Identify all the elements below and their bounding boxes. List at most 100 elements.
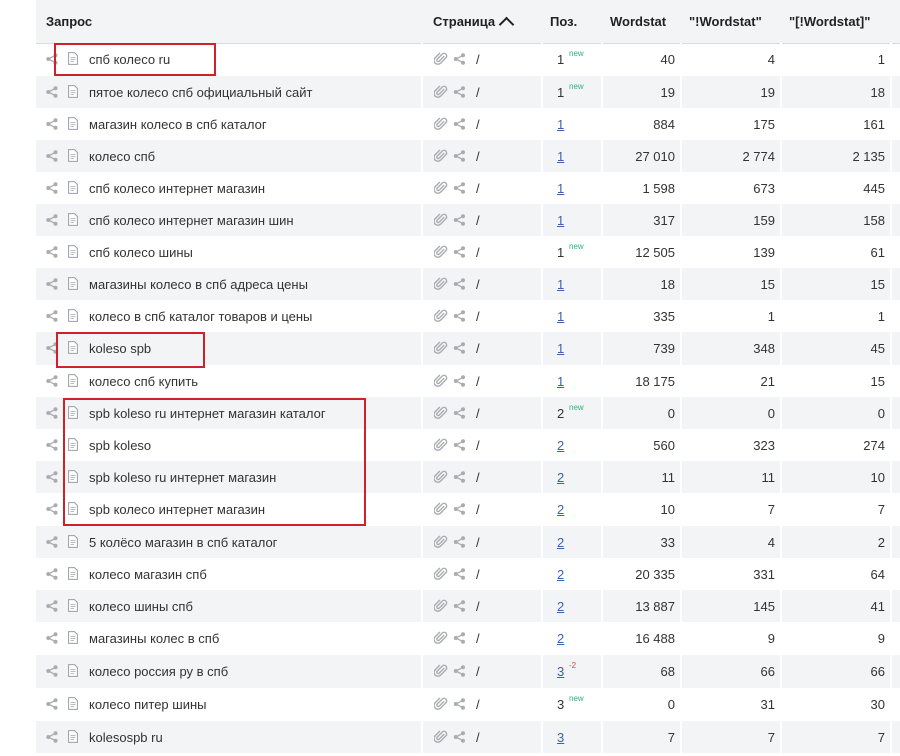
table-row[interactable]: спб колесо ru / 1 new 40 4 1 (36, 43, 900, 76)
table-row[interactable]: спб колесо шины / 1 new 12 505 139 61 (36, 236, 900, 268)
share-icon[interactable] (46, 278, 58, 290)
page-url[interactable]: / (476, 631, 480, 646)
page-url[interactable]: / (476, 566, 480, 582)
position-number[interactable]: 1 (557, 276, 565, 292)
share-icon[interactable] (46, 632, 58, 644)
share-icon[interactable] (453, 439, 466, 451)
share-icon[interactable] (46, 536, 58, 548)
position-number[interactable]: 2 (557, 469, 565, 485)
paperclip-icon[interactable] (433, 181, 448, 195)
share-icon[interactable] (453, 632, 466, 644)
position-value[interactable]: 2 (557, 461, 564, 493)
share-icon[interactable] (453, 86, 466, 98)
table-row[interactable]: магазины колес в спб / 2 16 488 9 9 (36, 622, 900, 655)
position-number[interactable]: 1 (557, 116, 565, 132)
paperclip-icon[interactable] (433, 406, 448, 420)
share-icon[interactable] (453, 375, 466, 387)
paperclip-icon[interactable] (433, 631, 448, 645)
table-row[interactable]: колесо магазин спб / 2 20 335 331 64 (36, 558, 900, 590)
share-icon[interactable] (46, 568, 58, 580)
share-icon[interactable] (46, 246, 58, 258)
position-number[interactable]: 2 (557, 631, 565, 646)
col-page-header[interactable]: Страница (423, 0, 543, 43)
share-icon[interactable] (46, 471, 58, 483)
paperclip-icon[interactable] (433, 117, 448, 131)
table-row[interactable]: 5 колёсо магазин в спб каталог / 2 33 4 2 (36, 526, 900, 558)
paperclip-icon[interactable] (433, 664, 448, 678)
page-url[interactable]: / (476, 52, 480, 67)
share-icon[interactable] (453, 731, 466, 743)
position-number[interactable]: 2 (557, 502, 565, 517)
table-row[interactable]: kolesospb ru / 3 7 7 7 (36, 721, 900, 753)
page-url[interactable]: / (476, 664, 480, 679)
page-url[interactable]: / (476, 341, 480, 356)
position-value[interactable]: 1 (557, 268, 564, 300)
share-icon[interactable] (453, 698, 466, 710)
table-row[interactable]: колесо спб / 1 27 010 2 774 2 135 (36, 140, 900, 172)
position-number[interactable]: 3 (557, 664, 565, 679)
table-row[interactable]: spb колесо интернет магазин / 2 10 7 7 (36, 493, 900, 526)
share-icon[interactable] (46, 53, 58, 65)
page-url[interactable]: / (476, 729, 480, 745)
table-row[interactable]: спб колесо интернет магазин / 1 1 598 673 445 (36, 172, 900, 204)
page-url[interactable]: / (476, 437, 480, 453)
position-value[interactable]: 1 (557, 204, 564, 236)
page-url[interactable]: / (476, 598, 480, 614)
table-row[interactable]: колесо шины спб / 2 13 887 145 41 (36, 590, 900, 622)
page-url[interactable]: / (476, 373, 480, 389)
paperclip-icon[interactable] (433, 535, 448, 549)
paperclip-icon[interactable] (433, 599, 448, 613)
share-icon[interactable] (453, 407, 466, 419)
position-number[interactable]: 1 (557, 341, 565, 356)
page-url[interactable]: / (476, 697, 480, 712)
share-icon[interactable] (453, 665, 466, 677)
position-number[interactable]: 2 (557, 598, 565, 614)
share-icon[interactable] (453, 118, 466, 130)
share-icon[interactable] (453, 471, 466, 483)
paperclip-icon[interactable] (433, 502, 448, 516)
page-url[interactable]: / (476, 116, 480, 132)
share-icon[interactable] (46, 310, 58, 322)
position-value[interactable]: 1 (557, 108, 564, 140)
page-url[interactable]: / (476, 148, 480, 164)
table-row[interactable]: spb koleso ru интернет магазин каталог / 2… (36, 397, 900, 429)
share-icon[interactable] (453, 600, 466, 612)
share-icon[interactable] (453, 214, 466, 226)
position-number[interactable]: 1 (557, 180, 565, 196)
share-icon[interactable] (46, 503, 58, 515)
paperclip-icon[interactable] (433, 438, 448, 452)
position-value[interactable]: 1 (557, 332, 564, 365)
position-value[interactable]: 2 (557, 622, 564, 655)
share-icon[interactable] (453, 278, 466, 290)
col-query-header[interactable]: Запрос (36, 0, 423, 43)
paperclip-icon[interactable] (433, 470, 448, 484)
share-icon[interactable] (453, 536, 466, 548)
position-value[interactable]: 2 (557, 558, 564, 590)
share-icon[interactable] (46, 407, 58, 419)
page-url[interactable]: / (476, 84, 480, 100)
position-number[interactable]: 1 (557, 308, 565, 324)
position-value[interactable]: 2 (557, 526, 564, 558)
share-icon[interactable] (453, 53, 466, 65)
page-url[interactable]: / (476, 276, 480, 292)
paperclip-icon[interactable] (433, 730, 448, 744)
share-icon[interactable] (46, 375, 58, 387)
paperclip-icon[interactable] (433, 697, 448, 711)
page-url[interactable]: / (476, 405, 480, 421)
share-icon[interactable] (453, 182, 466, 194)
position-value[interactable]: 3 (557, 721, 564, 753)
table-row[interactable]: пятое колесо спб официальный сайт / 1 new 19… (36, 76, 900, 108)
share-icon[interactable] (46, 214, 58, 226)
col-pos-header[interactable]: Поз. (543, 0, 603, 43)
share-icon[interactable] (453, 503, 466, 515)
share-icon[interactable] (453, 342, 466, 354)
position-value[interactable]: 3 (557, 655, 564, 688)
table-row[interactable]: колесо россия ру в спб / 3 -2 68 66 66 (36, 655, 900, 688)
paperclip-icon[interactable] (433, 85, 448, 99)
share-icon[interactable] (453, 310, 466, 322)
position-number[interactable]: 1 (557, 212, 565, 228)
position-number[interactable]: 2 (557, 534, 565, 550)
paperclip-icon[interactable] (433, 341, 448, 355)
page-url[interactable]: / (476, 534, 480, 550)
share-icon[interactable] (46, 731, 58, 743)
